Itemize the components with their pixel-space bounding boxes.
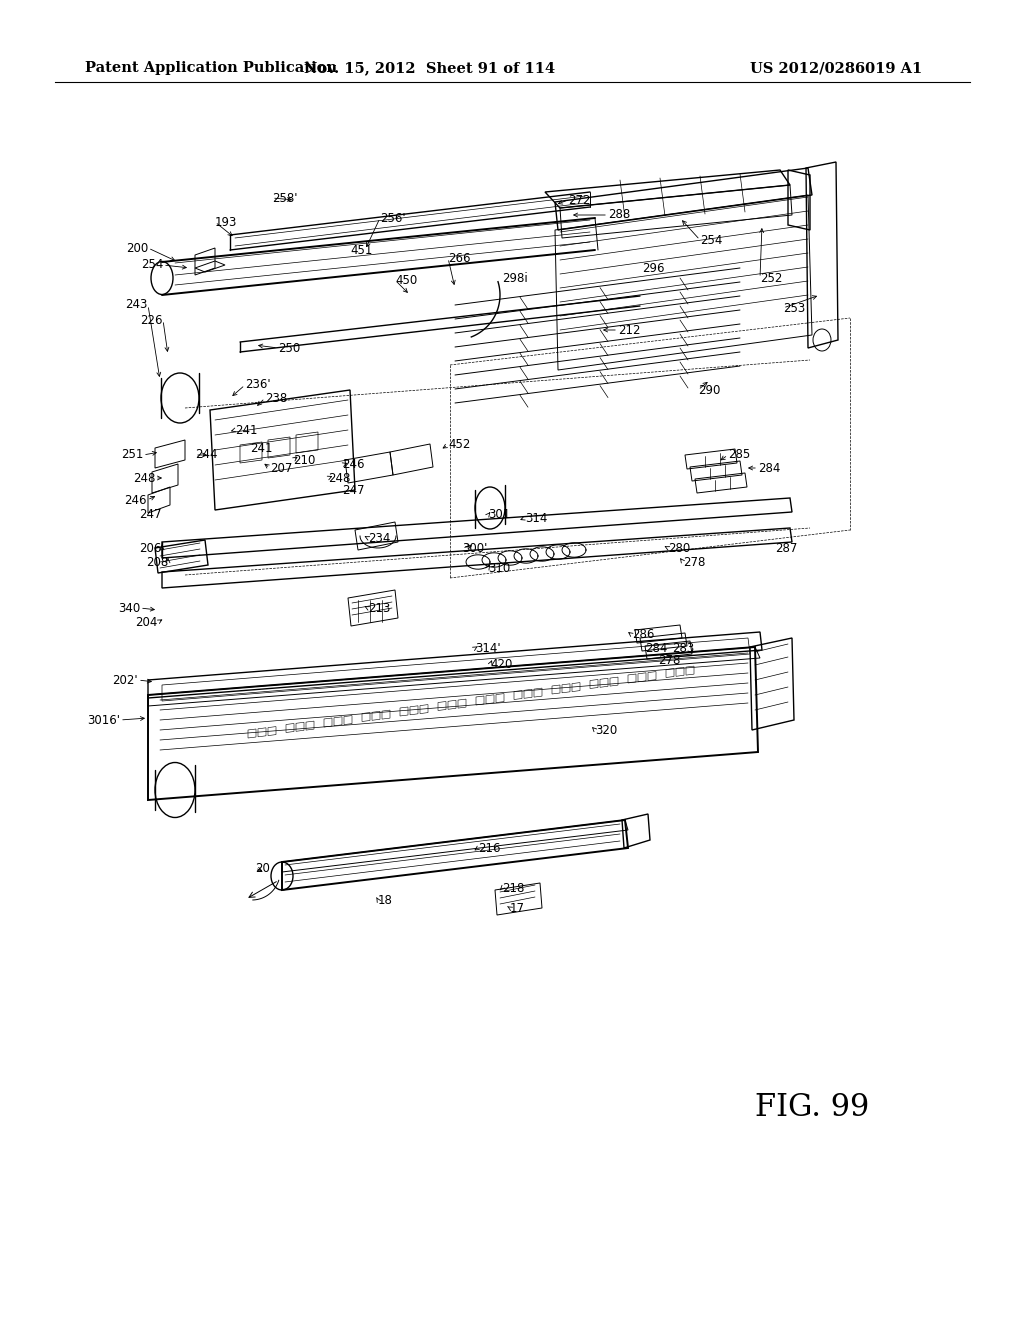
Text: 284: 284 bbox=[758, 462, 780, 474]
Text: US 2012/0286019 A1: US 2012/0286019 A1 bbox=[750, 61, 923, 75]
Text: 17: 17 bbox=[510, 902, 525, 915]
Text: 250: 250 bbox=[278, 342, 300, 355]
Text: Nov. 15, 2012  Sheet 91 of 114: Nov. 15, 2012 Sheet 91 of 114 bbox=[304, 61, 556, 75]
Text: 20: 20 bbox=[255, 862, 270, 874]
Text: 210: 210 bbox=[293, 454, 315, 466]
Text: 18: 18 bbox=[378, 894, 393, 907]
Text: 256': 256' bbox=[380, 211, 406, 224]
Text: 218: 218 bbox=[502, 882, 524, 895]
Text: 288: 288 bbox=[608, 209, 630, 222]
Text: 193: 193 bbox=[215, 215, 238, 228]
Text: 296: 296 bbox=[642, 261, 665, 275]
Text: 236': 236' bbox=[245, 379, 270, 392]
Text: 244: 244 bbox=[195, 449, 217, 462]
Text: 241: 241 bbox=[250, 441, 272, 454]
Text: 254: 254 bbox=[140, 259, 163, 272]
Text: 204: 204 bbox=[135, 615, 158, 628]
Text: 200: 200 bbox=[126, 242, 148, 255]
Text: 208: 208 bbox=[145, 556, 168, 569]
Text: 420: 420 bbox=[490, 659, 512, 672]
Text: 451: 451 bbox=[350, 243, 373, 256]
Text: 216: 216 bbox=[478, 842, 501, 854]
Text: 272: 272 bbox=[568, 194, 591, 206]
Text: 298i: 298i bbox=[502, 272, 527, 285]
Text: 258': 258' bbox=[272, 191, 298, 205]
Text: 246: 246 bbox=[125, 494, 147, 507]
Text: 234: 234 bbox=[368, 532, 390, 544]
Text: 450: 450 bbox=[395, 273, 417, 286]
Text: 202': 202' bbox=[113, 673, 138, 686]
Text: 278: 278 bbox=[658, 653, 680, 667]
Text: 266: 266 bbox=[449, 252, 470, 264]
Text: 285: 285 bbox=[728, 449, 751, 462]
Text: 238: 238 bbox=[265, 392, 288, 404]
Text: 287: 287 bbox=[775, 541, 798, 554]
Text: 252: 252 bbox=[760, 272, 782, 285]
Text: 246: 246 bbox=[342, 458, 365, 471]
Text: 243: 243 bbox=[126, 298, 148, 312]
Text: 300': 300' bbox=[462, 541, 487, 554]
Text: 206: 206 bbox=[139, 541, 162, 554]
Text: 247: 247 bbox=[139, 508, 162, 521]
Text: 247: 247 bbox=[342, 483, 365, 496]
Text: 284: 284 bbox=[645, 642, 668, 655]
Text: 314: 314 bbox=[525, 511, 548, 524]
Text: 248: 248 bbox=[328, 471, 350, 484]
Text: 226: 226 bbox=[140, 314, 163, 326]
Text: 253: 253 bbox=[783, 301, 805, 314]
Text: 213: 213 bbox=[368, 602, 390, 615]
Text: 280: 280 bbox=[668, 541, 690, 554]
Text: 248: 248 bbox=[133, 471, 155, 484]
Text: 310: 310 bbox=[488, 561, 510, 574]
Text: 286: 286 bbox=[632, 628, 654, 642]
Text: 283: 283 bbox=[672, 642, 694, 655]
Text: 314': 314' bbox=[475, 642, 501, 655]
Text: 320: 320 bbox=[595, 723, 617, 737]
Text: Patent Application Publication: Patent Application Publication bbox=[85, 61, 337, 75]
Text: FIG. 99: FIG. 99 bbox=[755, 1093, 869, 1123]
Text: 452: 452 bbox=[449, 438, 470, 451]
Text: 212: 212 bbox=[618, 323, 640, 337]
Text: 278: 278 bbox=[683, 556, 706, 569]
Text: 3016': 3016' bbox=[87, 714, 120, 726]
Text: 251: 251 bbox=[121, 449, 143, 462]
Text: 340: 340 bbox=[118, 602, 140, 615]
Text: 290: 290 bbox=[698, 384, 720, 396]
Text: 254: 254 bbox=[700, 234, 722, 247]
Text: 241: 241 bbox=[234, 424, 257, 437]
Text: 207: 207 bbox=[270, 462, 293, 474]
Text: 301: 301 bbox=[488, 508, 510, 521]
